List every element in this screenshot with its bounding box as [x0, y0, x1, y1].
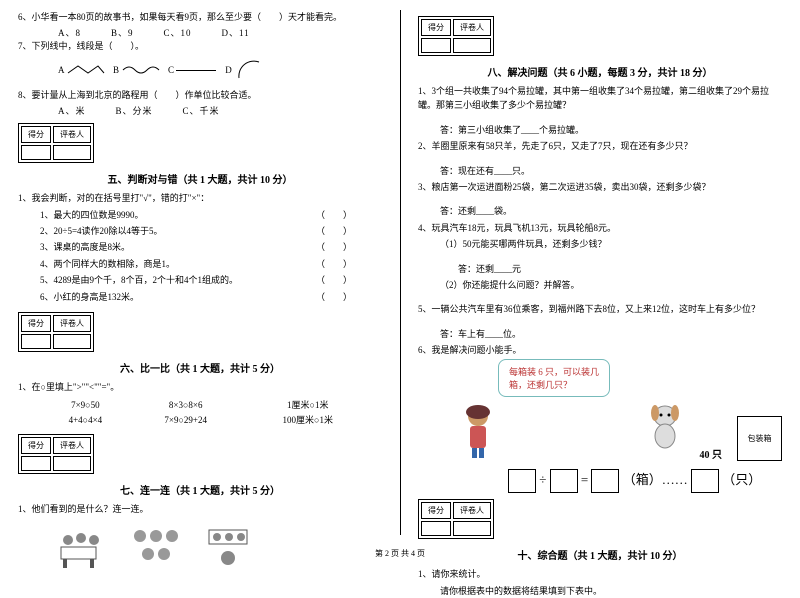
s8-a5: 答：车上有____位。: [418, 327, 782, 341]
score-label: 得分: [21, 315, 51, 332]
figure-3: [198, 521, 258, 571]
s8-q6: 6、我是解决问题小能手。: [418, 343, 782, 357]
score-label: 得分: [21, 437, 51, 454]
bubble-line-2: 箱，还剩几只？: [509, 378, 599, 391]
section-5-title: 五、判断对与错（共 1 大题，共计 10 分）: [18, 171, 382, 186]
s10-q1: 1、请你来统计。: [418, 567, 782, 581]
divide-sign: ÷: [539, 472, 546, 487]
question-6-options: A、8 B、9 C、10 D、11: [18, 26, 382, 39]
connect-figures: [18, 521, 382, 571]
score-label: 得分: [421, 502, 451, 519]
right-column: 得分 评卷人 八、解决问题（共 6 小题，每题 3 分，共计 18 分） 1、3…: [400, 0, 800, 565]
bracket: （ ）: [316, 273, 352, 287]
s8-q4-2: （2）你还能提什么问题？并解答。: [418, 278, 782, 292]
s8-a3: 答：还剩____袋。: [418, 204, 782, 218]
s5-item-5: 5、4289是由9个千，8个百，2个十和4个1组成的。（ ）: [18, 273, 382, 287]
grader-label: 评卷人: [453, 19, 491, 36]
unit-left: （只）: [722, 472, 761, 487]
score-box-10: 得分 评卷人: [418, 499, 494, 539]
s6-q1: 1、在○里填上">""<""="。: [18, 380, 382, 394]
s5-q1: 1、我会判断，对的在括号里打"√"，错的打"×"：: [18, 191, 382, 205]
section-8-title: 八、解决问题（共 6 小题，每题 3 分，共计 18 分）: [418, 64, 782, 79]
s8-q3: 3、粮店第一次运进面粉25袋，第二次运进35袋，卖出30袋，还剩多少袋？: [418, 180, 782, 194]
compare-table: 7×9○50 8×3○8×6 1厘米○1米 4+4○4×4 7×9○29+24 …: [40, 396, 375, 428]
score-box-7: 得分 评卷人: [18, 434, 94, 474]
grader-label: 评卷人: [53, 126, 91, 143]
shape-b: [121, 63, 161, 79]
s8-a2: 答：现在还有____只。: [418, 164, 782, 178]
score-label: 得分: [421, 19, 451, 36]
equation-row: ÷ = （箱）…… （只）: [418, 469, 782, 493]
label-a: A: [58, 65, 64, 75]
unit-box: （箱）……: [623, 472, 688, 487]
bracket: （ ）: [316, 240, 352, 254]
cmp-1a: 7×9○50: [42, 398, 129, 411]
package-box: 包装箱: [737, 416, 782, 461]
s8-q1: 1、3个组一共收集了94个易拉罐，其中第一组收集了34个易拉罐，第二组收集了29…: [418, 84, 782, 113]
figure-1: [48, 521, 108, 571]
s8-a4-1: 答：还剩____元: [418, 262, 782, 276]
bracket: （ ）: [316, 208, 352, 222]
s5-item-6: 6、小红的身高是132米。（ ）: [18, 290, 382, 304]
eq-blank-3: [591, 469, 619, 493]
bracket: （ ）: [316, 290, 352, 304]
question-8-options: A、米 B、分米 C、千米: [18, 104, 382, 117]
cmp-1c: 1厘米○1米: [243, 398, 373, 411]
s5-item-1: 1、最大的四位数是9990。（ ）: [18, 208, 382, 222]
bracket: （ ）: [316, 224, 352, 238]
speech-bubble: 每箱装 6 只，可以装几 箱，还剩几只？: [498, 359, 610, 397]
s10-q1-sub: 请你根据表中的数据将结果填到下表中。: [418, 584, 782, 598]
shape-c: [176, 70, 216, 71]
cmp-2c: 100厘米○1米: [243, 413, 373, 426]
s8-q2: 2、羊圈里原来有58只羊，先走了6只，又走了7只，现在还有多少只？: [418, 139, 782, 153]
section-7-title: 七、连一连（共 1 大题，共计 5 分）: [18, 482, 382, 497]
cmp-1b: 8×3○8×6: [131, 398, 241, 411]
s5-item-2: 2、20÷5=4读作20除以4等于5。（ ）: [18, 224, 382, 238]
s8-q4-1: （1）50元能买哪两件玩具，还剩多少钱？: [418, 237, 782, 251]
s8-q4: 4、玩具汽车18元，玩具飞机13元，玩具轮船8元。: [418, 221, 782, 235]
question-7-shapes: A B C D: [18, 60, 382, 82]
s8-a1: 答：第三小组收集了____个易拉罐。: [418, 123, 782, 137]
s8-q5: 5、一辆公共汽车里有36位乘客，到福州路下去8位，又上来12位，这时车上有多少位…: [418, 302, 782, 316]
question-6: 6、小华看一本80页的故事书，如果每天看9页，那么至少要（ ）天才能看完。: [18, 10, 382, 24]
score-box-5: 得分 评卷人: [18, 123, 94, 163]
s5-item-3: 3、课桌的高度是8米。（ ）: [18, 240, 382, 254]
toy-dog-icon: [645, 401, 685, 461]
shape-d: [234, 60, 264, 82]
score-box-8: 得分 评卷人: [418, 16, 494, 56]
score-label: 得分: [21, 126, 51, 143]
figure-2: [123, 521, 183, 571]
cmp-2b: 7×9○29+24: [131, 413, 241, 426]
bracket: （ ）: [316, 257, 352, 271]
question-7: 7、下列线中，线段是（ ）。: [18, 39, 382, 53]
score-box-6: 得分 评卷人: [18, 312, 94, 352]
equals-sign: =: [581, 472, 588, 487]
section-6-title: 六、比一比（共 1 大题，共计 5 分）: [18, 360, 382, 375]
count-label: 40 只: [700, 446, 723, 461]
label-b: B: [113, 65, 119, 75]
s5-item-4: 4、两个同样大的数相除，商是1。（ ）: [18, 257, 382, 271]
question-8: 8、要计量从上海到北京的路程用（ ）作单位比较合适。: [18, 88, 382, 102]
label-c: C: [168, 65, 174, 75]
grader-label: 评卷人: [53, 437, 91, 454]
label-d: D: [225, 65, 232, 75]
eq-blank-4: [691, 469, 719, 493]
eq-blank-1: [508, 469, 536, 493]
s7-q1: 1、他们看到的是什么？连一连。: [18, 502, 382, 516]
girl-icon: [458, 401, 498, 461]
cmp-2a: 4+4○4×4: [42, 413, 129, 426]
grader-label: 评卷人: [53, 315, 91, 332]
eq-blank-2: [550, 469, 578, 493]
bubble-line-1: 每箱装 6 只，可以装几: [509, 365, 599, 378]
page-footer: 第 2 页 共 4 页: [0, 548, 800, 559]
left-column: 6、小华看一本80页的故事书，如果每天看9页，那么至少要（ ）天才能看完。 A、…: [0, 0, 400, 565]
shape-a: [66, 63, 106, 79]
grader-label: 评卷人: [453, 502, 491, 519]
illustration-row: 40 只 包装箱: [418, 401, 782, 461]
